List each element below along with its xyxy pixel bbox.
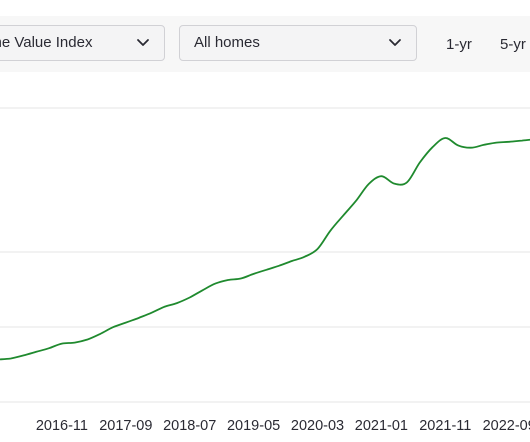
x-tick-label: 2017-09 [99,418,152,434]
range-button-1yr[interactable]: 1-yr [446,36,472,53]
series-line-home-values [0,137,530,361]
x-tick-label: 2019-05 [227,418,280,434]
metric-dropdown-label: ome Value Index [0,34,93,51]
chart-gridlines [0,107,530,403]
metric-dropdown[interactable]: ome Value Index [0,25,165,61]
home-type-dropdown[interactable]: All homes [179,25,417,61]
x-axis-tick-labels: 12016-112017-092018-072019-052020-032021… [36,418,530,434]
x-tick-label: 2016-11 [36,418,88,434]
chevron-down-icon [389,39,401,46]
x-tick-label: 2021-01 [355,418,408,434]
x-tick-label: 2022-09 [483,418,530,434]
x-tick-label: 2018-07 [163,418,216,434]
chevron-down-icon [137,39,149,46]
x-tick-label: 2020-03 [291,418,344,434]
range-button-5yr[interactable]: 5-yr [500,36,526,53]
home-type-dropdown-label: All homes [194,34,260,51]
chart-controls-bar: ome Value Index All homes 1-yr 5-yr [0,16,530,72]
x-tick-label: 2021-11 [419,418,471,434]
